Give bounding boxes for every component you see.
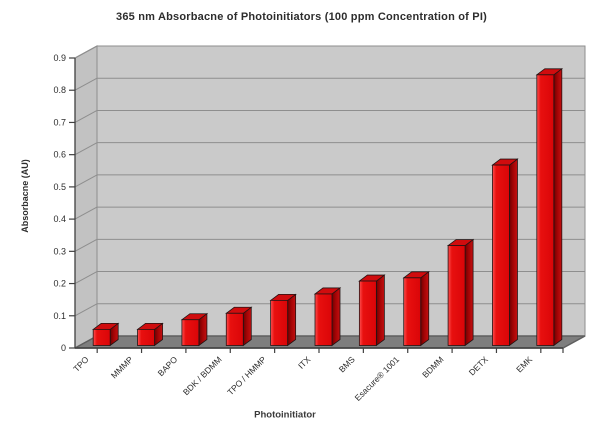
gridline-side: [74, 206, 98, 220]
y-tick-label: 0.1: [53, 311, 66, 321]
x-category-label: EMK: [514, 354, 534, 374]
bar-front-face: [314, 293, 333, 346]
bar-front-face: [536, 74, 555, 346]
y-tick-label: 0: [61, 343, 66, 353]
x-category-label: BAPO: [156, 354, 180, 378]
x-category-label: MMMP: [109, 354, 135, 380]
bar-front-face: [270, 299, 289, 346]
gridline-side: [74, 271, 98, 284]
y-tick-label: 0.8: [53, 85, 66, 95]
x-axis-ticks: [96, 348, 564, 353]
bar-front-face: [137, 328, 155, 346]
bar-front-face: [403, 277, 422, 346]
bar-side-face: [420, 271, 430, 347]
bar-bdmm: [446, 238, 475, 347]
bar-front-face: [447, 245, 466, 346]
gridline-side: [74, 142, 98, 156]
bar-itx: [313, 287, 342, 347]
y-tick-label: 0.6: [53, 150, 66, 160]
x-category-label: BMS: [337, 354, 357, 374]
x-category-label: BDK / BDMM: [181, 354, 224, 397]
bar-tpo: [91, 322, 120, 347]
gridline-side: [74, 174, 98, 188]
side-wall: [74, 45, 98, 349]
bar-mmmp: [136, 322, 164, 347]
gridline-side: [74, 45, 98, 59]
bar-bapo: [180, 312, 209, 347]
y-tick-label: 0.3: [53, 246, 66, 256]
x-category-label: DETX: [467, 354, 490, 377]
chart-title: 365 nm Absorbacne of Photoinitiators (10…: [116, 11, 487, 23]
bar-front-face: [181, 319, 200, 346]
gridline-side: [74, 303, 98, 317]
bar-front-face: [92, 328, 111, 346]
x-category-label: TPO / HMMP: [225, 354, 268, 397]
bar-side-face: [553, 68, 563, 347]
bars: [91, 68, 564, 347]
bar-bms: [358, 274, 386, 347]
gridline-side: [74, 77, 98, 91]
bar-front-face: [358, 280, 377, 346]
x-axis-title: Photoinitiator: [254, 409, 316, 421]
x-category-label: Esacure® 1001: [353, 354, 402, 403]
bar-side-face: [287, 293, 297, 347]
y-tick-label: 0.5: [53, 182, 66, 192]
x-category-labels: TPO MMMP BAPO BDK / BDMM TPO / HMMP ITX BMSEsa…: [71, 354, 534, 403]
y-axis-ticks: 0 0.1 0.2 0.3 0.4 0.5 0.6 0.7 0.8 0.9: [53, 53, 75, 353]
y-tick-label: 0.9: [53, 53, 66, 63]
bar-side-face: [464, 238, 474, 347]
bar-side-face: [509, 158, 518, 347]
x-category-label: TPO: [71, 354, 91, 374]
x-category-label: BDMM: [420, 354, 445, 379]
gridline-side: [74, 110, 98, 123]
bar-side-face: [375, 274, 385, 347]
bar-bdk-bdmm: [225, 306, 253, 347]
bar-side-face: [242, 306, 252, 347]
bar-front-face: [492, 164, 510, 346]
y-tick-label: 0.7: [53, 117, 66, 127]
x-category-label: ITX: [296, 354, 313, 371]
bar-esacure-1001: [402, 271, 430, 347]
y-tick-label: 0.4: [53, 214, 66, 224]
bar-side-face: [331, 287, 341, 347]
bar-emk: [535, 68, 564, 347]
y-tick-label: 0.2: [53, 279, 66, 289]
bar-detx: [491, 158, 519, 347]
gridline-side: [74, 238, 98, 252]
bar-tpo-hmmp: [269, 293, 297, 347]
bar-front-face: [225, 312, 244, 346]
